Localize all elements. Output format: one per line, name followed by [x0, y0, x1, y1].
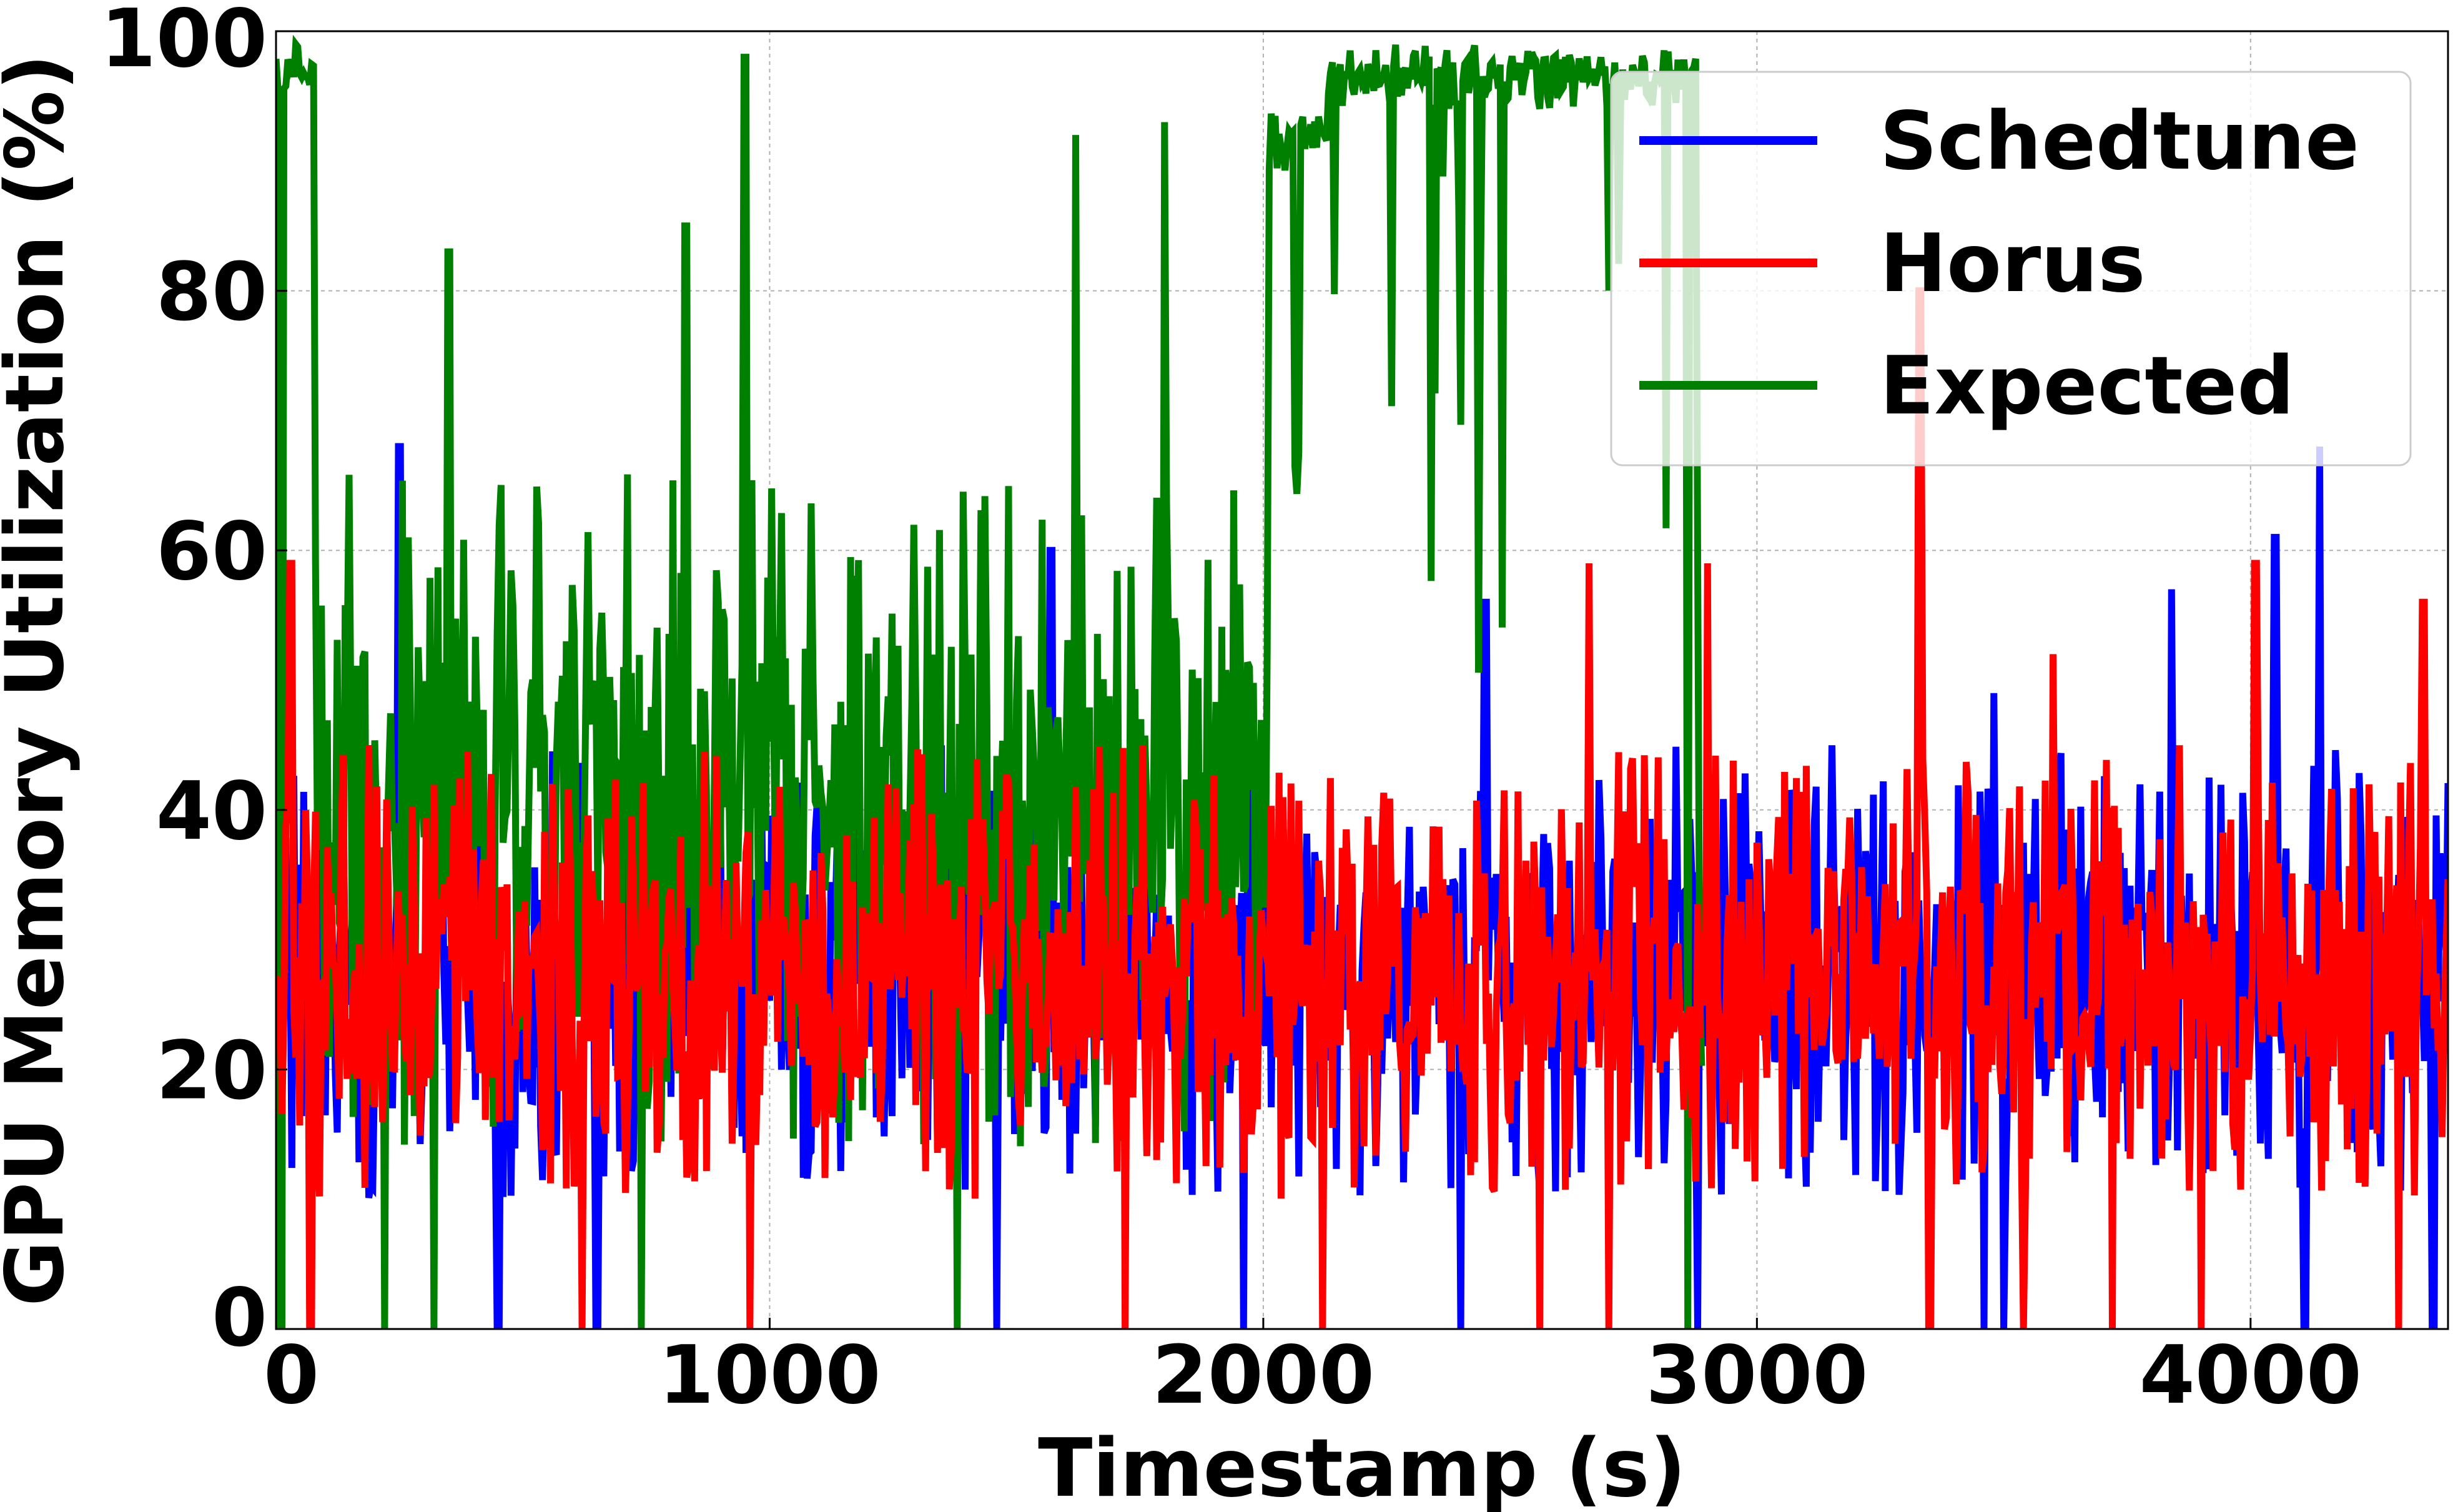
x-tick-label: 0 — [264, 1329, 319, 1422]
y-axis: 0 20 40 60 80 100 — [101, 0, 287, 1365]
legend-label-horus: Horus — [1880, 217, 2146, 310]
y-tick-label: 0 — [212, 1272, 267, 1365]
series-layer — [276, 34, 2448, 1329]
legend-box — [1610, 71, 2412, 467]
y-tick-label: 100 — [101, 0, 267, 86]
x-axis-label: Timestamp (s) — [1038, 1422, 1686, 1512]
y-tick-label: 80 — [156, 246, 267, 339]
x-tick-label: 2000 — [1152, 1329, 1375, 1422]
x-axis: 0 1000 2000 3000 4000 — [264, 1318, 2362, 1422]
y-tick-label: 20 — [156, 1024, 267, 1117]
plot-frame — [275, 30, 2449, 1330]
y-tick-label: 60 — [156, 505, 267, 598]
series-line-horus — [276, 287, 2448, 1329]
legend-label-schedtune: Schedtune — [1880, 95, 2359, 188]
x-tick-label: 1000 — [658, 1329, 881, 1422]
series-line-expected — [276, 34, 1705, 1329]
legend: Schedtune Horus Expected — [1610, 71, 2412, 467]
y-tick-label: 40 — [156, 765, 267, 858]
y-axis-label: GPU Memory Utilization (%) — [0, 54, 82, 1307]
legend-label-expected: Expected — [1880, 340, 2294, 433]
x-tick-label: 4000 — [2140, 1329, 2362, 1422]
x-tick-label: 3000 — [1646, 1329, 1868, 1422]
